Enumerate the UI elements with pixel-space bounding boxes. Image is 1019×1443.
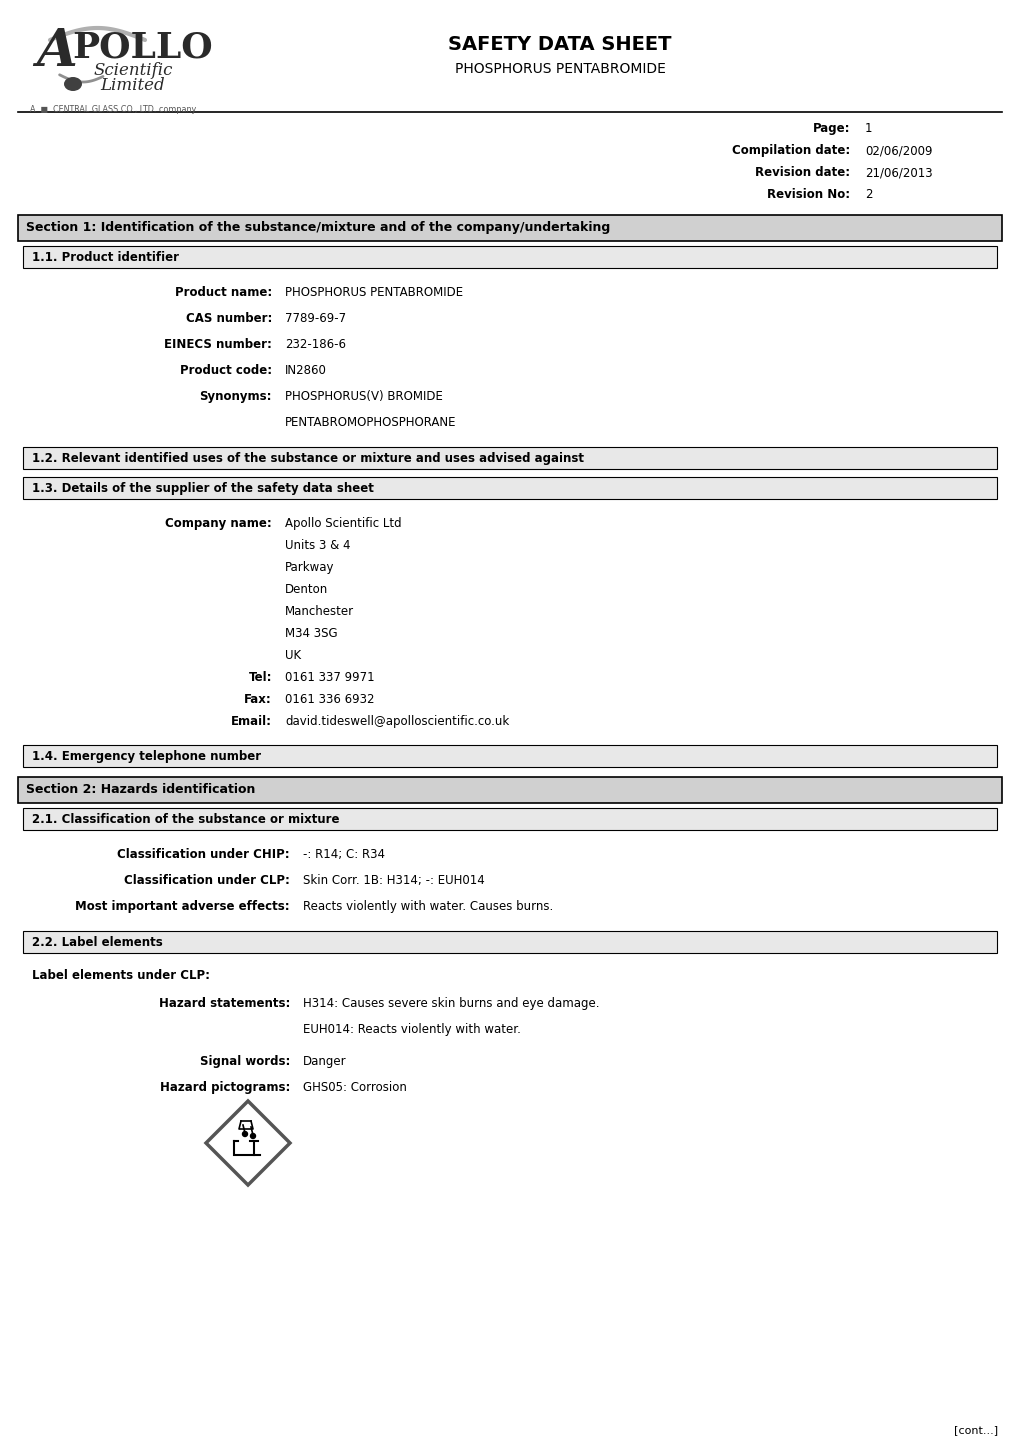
Text: Hazard statements:: Hazard statements: [159,997,289,1010]
Circle shape [251,1134,255,1139]
Text: SAFETY DATA SHEET: SAFETY DATA SHEET [447,35,672,53]
Text: Reacts violently with water. Causes burns.: Reacts violently with water. Causes burn… [303,900,552,913]
Text: CAS number:: CAS number: [185,312,272,325]
Text: Denton: Denton [284,583,328,596]
Text: A  ■  CENTRAL GLASS CO., LTD. company: A ■ CENTRAL GLASS CO., LTD. company [30,105,196,114]
Text: Product code:: Product code: [179,364,272,377]
Text: Email:: Email: [230,714,272,729]
Bar [23,808,996,830]
Text: 1.2. Relevant identified uses of the substance or mixture and uses advised again: 1.2. Relevant identified uses of the sub… [32,452,584,465]
Text: 1.4. Emergency telephone number: 1.4. Emergency telephone number [32,750,261,763]
Text: Apollo Scientific Ltd: Apollo Scientific Ltd [284,517,401,530]
Text: Synonyms:: Synonyms: [200,390,272,403]
Text: Classification under CHIP:: Classification under CHIP: [117,848,289,861]
Text: 7789-69-7: 7789-69-7 [284,312,345,325]
Text: H314: Causes severe skin burns and eye damage.: H314: Causes severe skin burns and eye d… [303,997,599,1010]
Text: 1: 1 [864,123,871,136]
Text: 21/06/2013: 21/06/2013 [864,166,931,179]
Text: Tel:: Tel: [249,671,272,684]
Text: Skin Corr. 1B: H314; -: EUH014: Skin Corr. 1B: H314; -: EUH014 [303,874,484,887]
Text: PHOSPHORUS(V) BROMIDE: PHOSPHORUS(V) BROMIDE [284,390,442,403]
Text: Signal words:: Signal words: [200,1055,289,1068]
Text: Danger: Danger [303,1055,346,1068]
Bar [23,478,996,499]
Text: Manchester: Manchester [284,605,354,618]
Text: 2: 2 [864,188,871,201]
Text: Most important adverse effects:: Most important adverse effects: [75,900,289,913]
Text: PHOSPHORUS PENTABROMIDE: PHOSPHORUS PENTABROMIDE [284,286,463,299]
Text: Section 2: Hazards identification: Section 2: Hazards identification [25,784,255,797]
Text: EUH014: Reacts violently with water.: EUH014: Reacts violently with water. [303,1023,521,1036]
Text: -: R14; C: R34: -: R14; C: R34 [303,848,384,861]
Text: 2.1. Classification of the substance or mixture: 2.1. Classification of the substance or … [32,812,339,825]
Text: Label elements under CLP:: Label elements under CLP: [32,970,210,983]
Bar [23,745,996,768]
Text: Scientific: Scientific [94,62,173,79]
Text: 2.2. Label elements: 2.2. Label elements [32,937,163,949]
Text: Product name:: Product name: [174,286,272,299]
Text: 1.3. Details of the supplier of the safety data sheet: 1.3. Details of the supplier of the safe… [32,482,374,495]
Polygon shape [206,1101,289,1185]
Text: GHS05: Corrosion: GHS05: Corrosion [303,1081,407,1094]
Bar [18,215,1001,241]
Text: Company name:: Company name: [165,517,272,530]
Text: Revision No:: Revision No: [766,188,849,201]
Text: A: A [36,26,76,76]
Text: Section 1: Identification of the substance/mixture and of the company/undertakin: Section 1: Identification of the substan… [25,221,609,234]
Text: david.tideswell@apolloscientific.co.uk: david.tideswell@apolloscientific.co.uk [284,714,508,729]
Text: POLLO: POLLO [72,30,212,65]
Text: UK: UK [284,649,301,662]
Bar [23,245,996,268]
Text: Page:: Page: [812,123,849,136]
Text: Compilation date:: Compilation date: [731,144,849,157]
Text: 1.1. Product identifier: 1.1. Product identifier [32,251,178,264]
Text: Units 3 & 4: Units 3 & 4 [284,540,351,553]
Text: [cont...]: [cont...] [953,1426,997,1434]
Text: 0161 336 6932: 0161 336 6932 [284,693,374,706]
Text: 02/06/2009: 02/06/2009 [864,144,931,157]
Text: Hazard pictograms:: Hazard pictograms: [159,1081,289,1094]
Text: Parkway: Parkway [284,561,334,574]
Bar [18,776,1001,802]
Text: 0161 337 9971: 0161 337 9971 [284,671,374,684]
Text: Classification under CLP:: Classification under CLP: [124,874,289,887]
Text: PHOSPHORUS PENTABROMIDE: PHOSPHORUS PENTABROMIDE [454,62,664,76]
Text: Fax:: Fax: [244,693,272,706]
Text: IN2860: IN2860 [284,364,326,377]
Text: PENTABROMOPHOSPHORANE: PENTABROMOPHOSPHORANE [284,416,457,429]
Ellipse shape [64,76,82,91]
Text: M34 3SG: M34 3SG [284,628,337,641]
Text: 232-186-6: 232-186-6 [284,338,345,351]
Text: Limited: Limited [100,76,164,94]
Circle shape [243,1131,248,1137]
Text: Revision date:: Revision date: [754,166,849,179]
Text: EINECS number:: EINECS number: [164,338,272,351]
Bar [23,447,996,469]
Bar [23,931,996,952]
